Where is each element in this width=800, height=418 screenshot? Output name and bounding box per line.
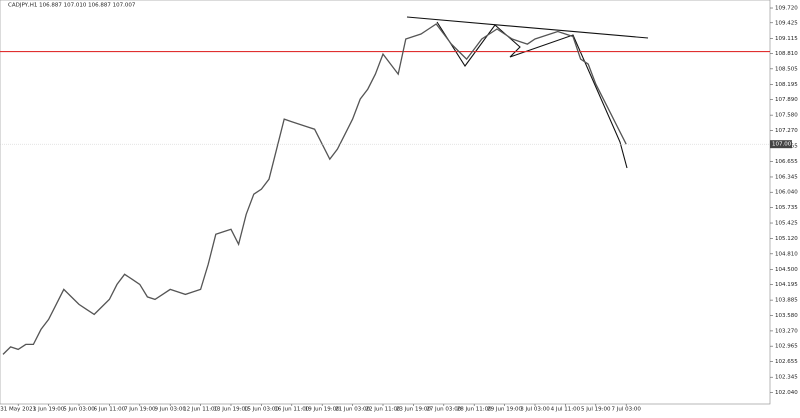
y-tick-label: 102.655 [775, 359, 798, 365]
x-tick-label: 15 Jun 03:00 [244, 407, 279, 413]
price-label: 107.007 [772, 142, 795, 148]
x-tick-label: 28 Jun 11:00 [457, 407, 492, 413]
y-tick-label: 106.655 [775, 159, 798, 165]
y-tick-label: 104.195 [775, 282, 798, 288]
x-tick-label: 27 Jun 03:00 [426, 407, 461, 413]
y-tick-label: 109.720 [775, 6, 798, 12]
y-tick-label: 104.810 [775, 251, 798, 257]
y-tick-label: 102.345 [775, 375, 798, 381]
y-tick-label: 107.890 [775, 97, 798, 103]
y-tick-label: 102.965 [775, 344, 798, 350]
trend-line [406, 16, 649, 39]
x-tick-label: 9 Jun 03:00 [154, 407, 186, 413]
x-tick-label: 5 Jul 19:00 [581, 407, 611, 413]
x-tick-label: 4 Jul 11:00 [551, 407, 581, 413]
y-tick-label: 105.425 [775, 221, 798, 227]
x-tick-label: 13 Jun 19:00 [214, 407, 249, 413]
x-tick-label: 5 Jun 03:00 [63, 407, 95, 413]
x-tick-label: 6 Jun 11:00 [94, 407, 126, 413]
x-tick-label: 22 Jun 11:00 [366, 407, 401, 413]
x-tick-label: 1 Jun 19:00 [33, 407, 65, 413]
y-tick-label: 105.120 [775, 236, 798, 242]
x-tick-label: 19 Jun 19:00 [305, 407, 340, 413]
x-tick-label: 31 May 2023 [0, 407, 36, 413]
x-tick-label: 29 Jun 19:00 [487, 407, 522, 413]
y-tick-label: 109.425 [775, 20, 798, 26]
x-tick-label: 16 Jun 11:00 [274, 407, 309, 413]
y-tick-label: 109.115 [775, 36, 798, 42]
y-tick-label: 103.885 [775, 298, 798, 304]
x-tick-label: 21 Jun 03:00 [335, 407, 370, 413]
x-tick-label: 12 Jun 11:00 [183, 407, 218, 413]
x-tick-label: 23 Jun 19:00 [396, 407, 431, 413]
price-line [2, 23, 627, 355]
x-tick-label: 7 Jul 03:00 [611, 407, 641, 413]
y-tick-label: 103.580 [775, 313, 798, 319]
y-tick-label: 108.505 [775, 66, 798, 72]
y-tick-label: 104.500 [775, 267, 798, 273]
y-tick-label: 107.580 [775, 113, 798, 119]
chart-title: CADJPY,H1 106.887 107.010 106.887 107.00… [8, 3, 136, 9]
plot-area [0, 0, 771, 405]
y-tick-label: 103.270 [775, 328, 798, 334]
y-tick-label: 108.810 [775, 51, 798, 57]
price-label-box [770, 140, 792, 149]
y-tick-label: 102.040 [775, 390, 798, 396]
y-tick-label: 106.345 [775, 174, 798, 180]
y-tick-label: 108.195 [775, 82, 798, 88]
x-tick-label: 3 Jul 03:00 [520, 407, 550, 413]
y-tick-label: 107.270 [775, 128, 798, 134]
x-tick-label: 7 Jun 19:00 [124, 407, 156, 413]
y-tick-label: 105.735 [775, 205, 798, 211]
y-tick-label: 106.040 [775, 190, 798, 196]
